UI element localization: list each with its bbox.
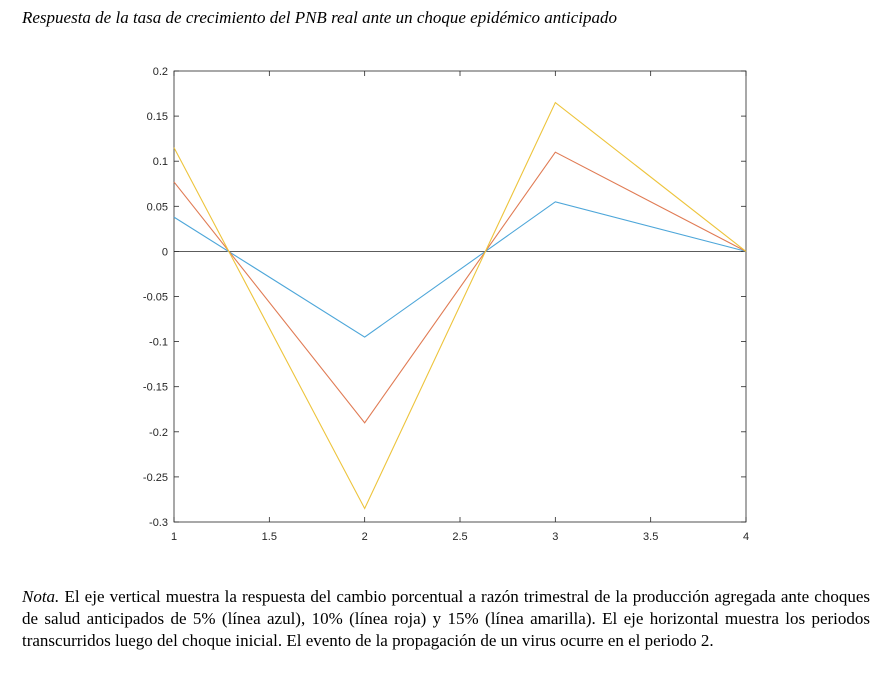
- x-tick-label: 2.5: [452, 531, 467, 543]
- x-tick-label: 2: [362, 531, 368, 543]
- x-tick-label: 4: [743, 531, 749, 543]
- y-tick-label: -0.25: [143, 472, 168, 484]
- figure-note: Nota. El eje vertical muestra la respues…: [22, 586, 870, 652]
- y-tick-label: -0.2: [149, 427, 168, 439]
- y-tick-label: 0.1: [153, 156, 168, 168]
- y-tick-label: -0.3: [149, 517, 168, 529]
- series-line-2: [173, 151, 747, 424]
- y-tick-label: 0.2: [153, 66, 168, 78]
- y-tick-label: -0.05: [143, 292, 168, 304]
- note-text: El eje vertical muestra la respuesta del…: [22, 587, 870, 650]
- y-tick-label: 0.15: [147, 111, 168, 123]
- figure-title: Respuesta de la tasa de crecimiento del …: [22, 8, 618, 27]
- x-tick-label: 3.5: [643, 531, 658, 543]
- x-tick-label: 1: [171, 531, 177, 543]
- plot-frame: [173, 70, 747, 523]
- y-tick-label: -0.15: [143, 382, 168, 394]
- series-line-3: [173, 101, 747, 510]
- series-line-1: [173, 201, 747, 338]
- y-tick-label: -0.1: [149, 337, 168, 349]
- x-tick-label: 1.5: [262, 531, 277, 543]
- x-tick-label: 3: [552, 531, 558, 543]
- y-tick-label: 0.05: [147, 201, 168, 213]
- note-label: Nota.: [22, 587, 60, 606]
- y-tick-label: 0: [162, 246, 168, 258]
- line-chart: 0.2 0.15 0.1 0.05 0 -0.05 -0.1 -0.15 -0.2 -0.25 -0…: [143, 66, 749, 543]
